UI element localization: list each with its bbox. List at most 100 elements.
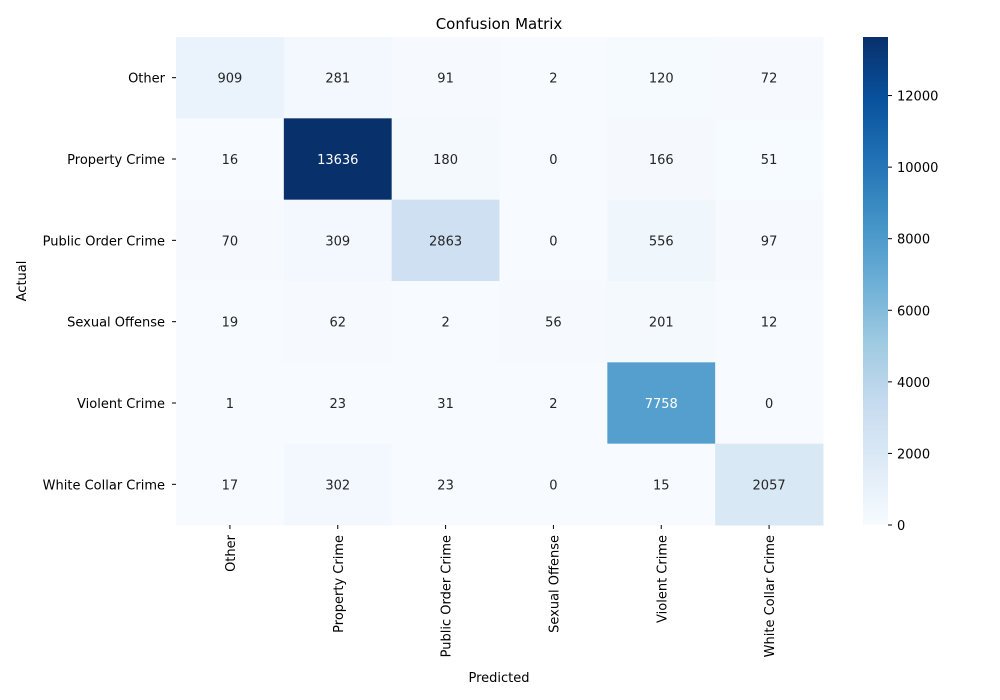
x-axis-label: Predicted <box>468 671 529 686</box>
y-tick-label: Public Order Crime <box>43 234 165 249</box>
heatmap-cell <box>499 199 608 282</box>
colorbar-tick-label: 12000 <box>897 90 938 105</box>
cell-value-label: 70 <box>222 234 239 249</box>
cell-value-label: 120 <box>649 72 674 87</box>
x-tick-label: Sexual Offense <box>547 535 562 633</box>
cell-value-label: 302 <box>325 478 350 493</box>
cell-value-label: 51 <box>761 153 778 168</box>
cell-value-label: 2 <box>549 72 557 87</box>
heatmap-cell <box>715 37 824 119</box>
heatmap-cell <box>176 118 285 201</box>
cell-value-label: 309 <box>325 234 350 249</box>
heatmap-cell <box>283 199 393 282</box>
heatmap-cell <box>391 118 500 201</box>
cell-value-label: 7758 <box>645 397 678 412</box>
cell-value-label: 23 <box>437 478 454 493</box>
chart-title: Confusion Matrix <box>436 15 563 33</box>
cell-value-label: 15 <box>653 478 670 493</box>
heatmap-cell <box>176 443 285 526</box>
cell-value-label: 0 <box>549 153 557 168</box>
y-axis-label: Actual <box>15 261 30 302</box>
heatmap-cell <box>391 362 500 445</box>
colorbar <box>863 37 888 525</box>
heatmap-cell <box>176 362 285 445</box>
heatmap-cell <box>391 443 500 526</box>
heatmap-cell <box>607 199 716 282</box>
x-tick-label: Violent Crime <box>655 535 670 623</box>
cell-value-label: 0 <box>549 478 557 493</box>
heatmap-cell <box>607 443 716 526</box>
cell-value-label: 556 <box>649 234 674 249</box>
y-tick-label: Sexual Offense <box>67 316 165 331</box>
heatmap-cell <box>391 281 500 363</box>
y-tick-label: White Collar Crime <box>43 478 165 493</box>
y-axis-ticks: Other Property Crime Public Order Crime Sex… <box>43 72 176 493</box>
cell-value-label: 201 <box>649 316 674 331</box>
heatmap-cell <box>499 281 608 363</box>
y-tick-label: Property Crime <box>67 153 165 168</box>
cell-value-label: 180 <box>433 153 458 168</box>
cell-value-label: 2 <box>549 397 557 412</box>
cell-value-label: 0 <box>765 397 773 412</box>
heatmap-cell <box>391 199 500 282</box>
heatmap-cell <box>715 199 824 282</box>
colorbar-tick-label: 4000 <box>897 376 930 391</box>
heatmap-cell <box>176 37 285 119</box>
heatmap-cell <box>499 362 608 445</box>
cell-value-label: 72 <box>761 72 778 87</box>
heatmap-cell <box>391 37 500 119</box>
heatmap-cell <box>283 118 393 201</box>
heatmap-cell <box>607 37 716 119</box>
cell-value-label: 909 <box>218 72 243 87</box>
cell-value-label: 166 <box>649 153 674 168</box>
cell-value-label: 91 <box>437 72 454 87</box>
cell-value-label: 17 <box>222 478 239 493</box>
heatmap-cell <box>607 281 716 363</box>
heatmap-cell <box>176 199 285 282</box>
heatmap-cell <box>715 362 824 445</box>
colorbar-tick-label: 8000 <box>897 233 930 248</box>
cell-value-label: 2 <box>441 316 449 331</box>
colorbar-tick-label: 0 <box>897 519 905 534</box>
y-tick-label: Violent Crime <box>77 397 165 412</box>
cell-value-label: 281 <box>325 72 350 87</box>
cell-value-label: 31 <box>437 397 454 412</box>
heatmap-cell <box>499 443 608 526</box>
heatmap-cell <box>715 443 824 526</box>
heatmap-cell <box>283 37 393 119</box>
heatmap-cell <box>607 362 716 445</box>
cell-value-label: 16 <box>222 153 239 168</box>
cell-value-label: 19 <box>222 316 239 331</box>
cell-value-label: 12 <box>761 316 778 331</box>
heatmap-cell <box>176 281 285 363</box>
heatmap-cell <box>715 281 824 363</box>
y-tick-label: Other <box>128 72 166 87</box>
cell-value-label: 62 <box>329 316 346 331</box>
cell-value-label: 1 <box>226 397 234 412</box>
heatmap-cells <box>176 37 824 526</box>
cell-value-label: 13636 <box>317 153 358 168</box>
heatmap-cell <box>283 281 393 363</box>
colorbar-tick-label: 2000 <box>897 447 930 462</box>
x-tick-label: Public Order Crime <box>440 535 455 657</box>
cell-value-label: 2863 <box>429 234 462 249</box>
cell-value-label: 23 <box>329 397 346 412</box>
colorbar-ticks: 0 2000 4000 6000 8000 10000 12000 <box>888 90 938 534</box>
cell-value-label: 0 <box>549 234 557 249</box>
heatmap-cell <box>499 118 608 201</box>
x-axis-ticks: Other Property Crime Public Order Crime Sex… <box>224 525 778 657</box>
cell-value-label: 56 <box>545 316 562 331</box>
heatmap-cell <box>715 118 824 201</box>
x-tick-label: Other <box>224 534 239 572</box>
heatmap-cell <box>499 37 608 119</box>
cell-value-label: 97 <box>761 234 778 249</box>
colorbar-tick-label: 10000 <box>897 161 938 176</box>
heatmap-cell <box>283 362 393 445</box>
heatmap-cell <box>607 118 716 201</box>
heatmap-cell <box>283 443 393 526</box>
x-tick-label: Property Crime <box>332 535 347 633</box>
cell-value-label: 2057 <box>753 478 786 493</box>
colorbar-tick-label: 6000 <box>897 304 930 319</box>
